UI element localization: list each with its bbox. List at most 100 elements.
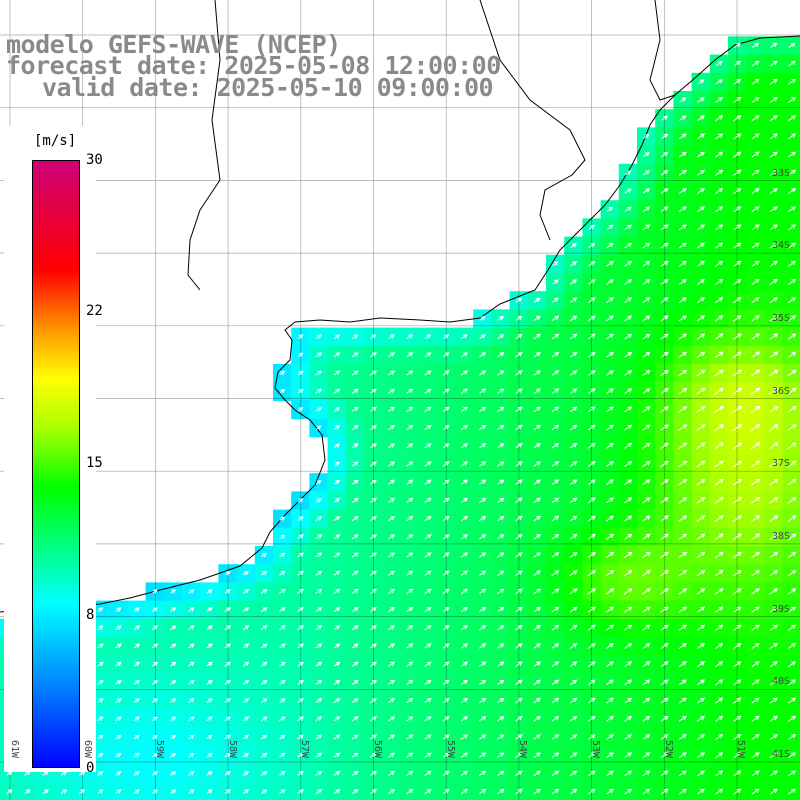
wind-arrow xyxy=(623,533,633,540)
wind-arrow xyxy=(696,733,706,741)
wind-arrow xyxy=(605,497,615,504)
wind-arrow xyxy=(678,224,687,231)
wind-arrow xyxy=(333,789,341,795)
wind-arrow xyxy=(424,734,432,740)
wind-arrow xyxy=(751,242,760,249)
wind-arrow xyxy=(678,497,688,504)
wind-arrow xyxy=(696,788,706,795)
wind-arrow xyxy=(551,697,560,704)
wind-arrow xyxy=(188,698,195,703)
wind-arrow xyxy=(605,570,615,577)
wind-arrow xyxy=(624,333,633,340)
wind-arrow xyxy=(369,716,377,722)
wind-arrow xyxy=(333,661,341,667)
wind-arrow xyxy=(478,752,487,758)
wind-arrow xyxy=(297,570,305,576)
wind-arrow xyxy=(751,224,760,231)
wind-arrow xyxy=(714,424,725,432)
wind-arrow xyxy=(769,588,779,595)
wind-arrow xyxy=(333,679,341,685)
wind-arrow xyxy=(460,716,469,722)
wind-arrow xyxy=(478,352,487,358)
wind-arrow xyxy=(642,406,651,413)
wind-arrow xyxy=(188,716,195,722)
wind-arrow xyxy=(624,388,633,395)
wind-arrow xyxy=(424,716,432,722)
wind-arrow xyxy=(297,607,305,613)
wind-arrow xyxy=(551,752,560,759)
wind-arrow xyxy=(169,643,177,649)
wind-arrow xyxy=(188,661,195,667)
wind-arrow xyxy=(733,770,742,777)
wind-arrow xyxy=(624,788,633,795)
wind-arrow xyxy=(769,715,778,722)
wind-arrow xyxy=(768,424,779,432)
wind-arrow xyxy=(624,715,633,722)
wind-arrow xyxy=(569,370,578,376)
wind-arrow xyxy=(460,497,469,504)
wind-arrow xyxy=(206,771,213,776)
wind-arrow xyxy=(733,206,742,213)
wind-arrow xyxy=(533,715,541,722)
wind-arrow xyxy=(260,589,268,594)
wind-arrow xyxy=(151,753,159,758)
wind-arrow xyxy=(714,533,724,541)
wind-arrow xyxy=(533,734,541,740)
wind-arrow xyxy=(351,479,359,485)
wind-arrow xyxy=(369,588,377,595)
wind-arrow xyxy=(787,770,797,777)
wind-arrow xyxy=(515,297,523,303)
wind-arrow xyxy=(696,387,706,395)
wind-arrow xyxy=(297,789,304,795)
wind-arrow xyxy=(424,334,432,340)
wind-arrow xyxy=(533,424,541,431)
wind-arrow xyxy=(624,515,633,522)
wind-arrow xyxy=(224,734,231,740)
wind-arrow xyxy=(260,752,268,758)
wind-arrow xyxy=(315,752,323,758)
wind-arrow xyxy=(333,352,341,358)
wind-arrow xyxy=(696,460,706,468)
wind-arrow xyxy=(351,552,359,558)
wind-arrow xyxy=(750,369,761,377)
wind-arrow xyxy=(751,643,760,650)
wind-arrow xyxy=(715,279,724,286)
wind-arrow xyxy=(714,369,724,377)
wind-arrow xyxy=(351,461,359,467)
wind-arrow xyxy=(97,716,104,722)
wind-arrow xyxy=(587,352,596,358)
wind-arrow xyxy=(696,206,706,213)
wind-arrow xyxy=(424,570,432,576)
wind-arrow xyxy=(151,661,159,667)
wind-arrow xyxy=(787,351,797,359)
wind-arrow xyxy=(478,388,487,394)
wind-arrow xyxy=(733,151,742,158)
wind-arrow xyxy=(333,388,341,394)
lon-label-54w: 54W xyxy=(517,740,528,759)
wind-arrow xyxy=(515,588,523,595)
wind-arrow xyxy=(787,697,797,704)
wind-arrow xyxy=(660,170,669,176)
wind-arrow xyxy=(624,424,633,431)
wind-arrow xyxy=(715,697,724,704)
wind-arrow xyxy=(515,424,523,431)
wind-arrow xyxy=(551,497,560,504)
wind-arrow xyxy=(315,698,323,704)
wind-arrow xyxy=(661,115,669,121)
wind-arrow xyxy=(388,588,396,595)
wind-arrow xyxy=(696,570,706,577)
wind-arrow xyxy=(660,642,669,650)
wind-arrow xyxy=(497,752,505,758)
wind-arrow xyxy=(787,788,797,795)
wind-arrow xyxy=(787,588,797,595)
wind-arrow xyxy=(588,224,596,230)
wind-arrow xyxy=(714,478,724,486)
wind-arrow xyxy=(660,424,669,431)
wind-arrow xyxy=(696,515,706,522)
wind-arrow xyxy=(769,224,778,231)
wind-arrow xyxy=(751,115,760,122)
wind-arrow xyxy=(787,442,797,450)
lat-label-33s: 33S xyxy=(772,168,791,179)
wind-arrow xyxy=(442,570,450,576)
wind-arrow xyxy=(333,752,341,758)
